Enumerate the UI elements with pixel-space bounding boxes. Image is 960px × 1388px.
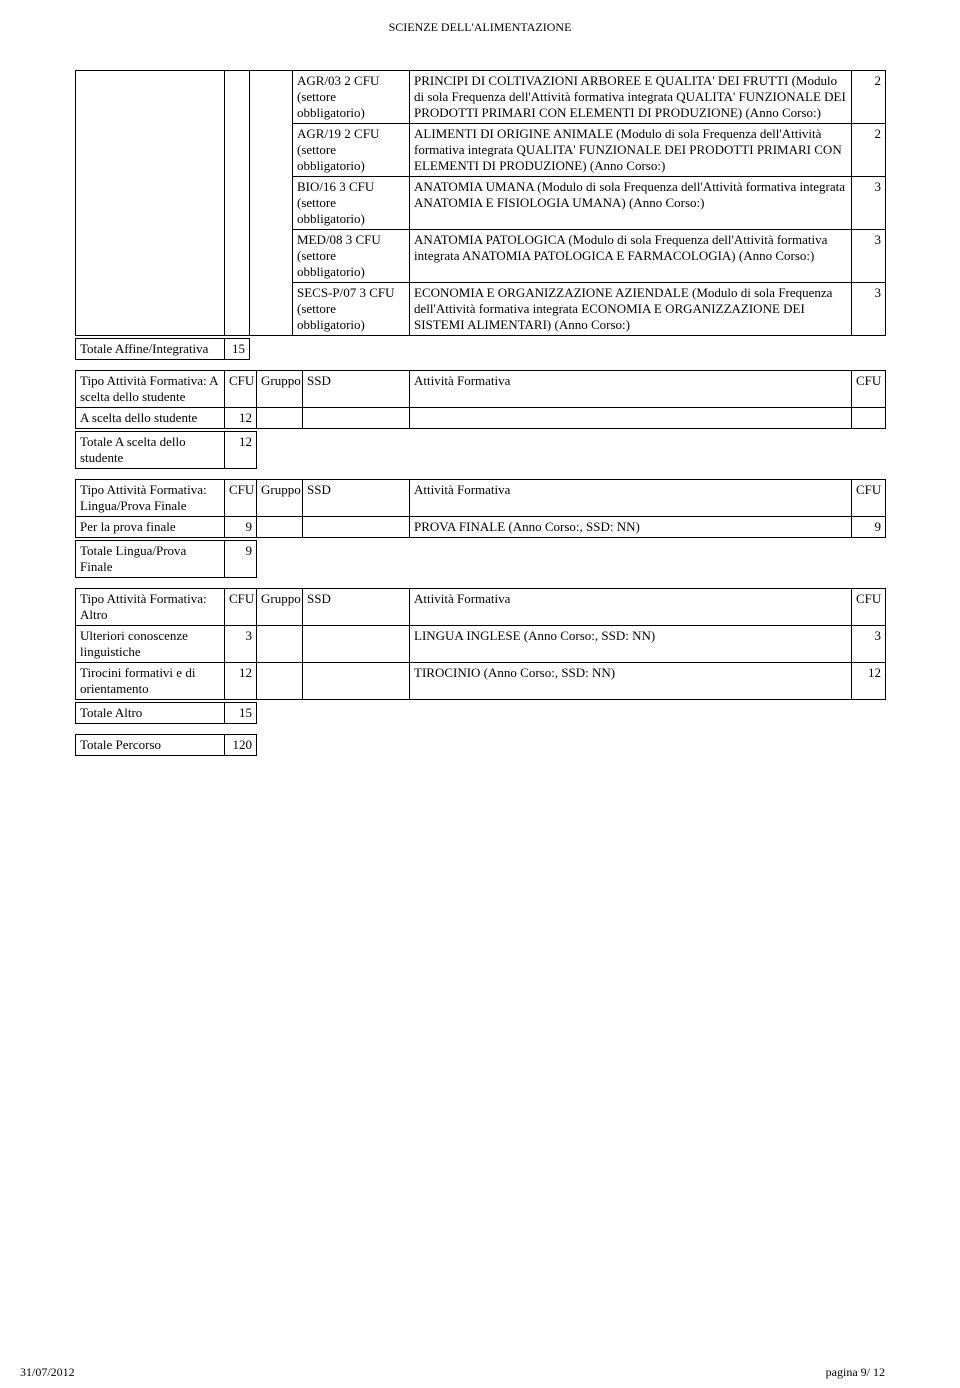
ssd-header: SSD	[303, 371, 410, 408]
table-row: Per la prova finale 9 PROVA FINALE (Anno…	[76, 517, 886, 538]
cfu2-cell: 3	[852, 626, 886, 663]
cfu-cell: 12	[225, 663, 257, 700]
footer-date: 31/07/2012	[20, 1365, 75, 1379]
ssd-cell: SECS-P/07 3 CFU (settore obbligatorio)	[293, 283, 410, 336]
cfu2-cell: 12	[852, 663, 886, 700]
scelta-total-row: Totale A scelta dello studente 12	[75, 431, 257, 469]
table-row: AGR/03 2 CFU (settore obbligatorio) PRIN…	[76, 71, 886, 124]
cfu-cell: 12	[225, 408, 257, 429]
cfu-header: CFU	[225, 589, 257, 626]
table-row: A scelta dello studente 12	[76, 408, 886, 429]
attivita-header: Attività Formativa	[410, 589, 852, 626]
gruppo-header: Gruppo	[257, 371, 303, 408]
altro-table: Tipo Attività Formativa: Altro CFU Grupp…	[75, 588, 886, 700]
ssd-cell: AGR/03 2 CFU (settore obbligatorio)	[293, 71, 410, 124]
main-total-row: Totale Affine/Integrativa 15	[75, 338, 250, 360]
cfu-cell: 3	[852, 283, 886, 336]
cfu-cell: 9	[225, 517, 257, 538]
row-label: Tirocini formativi e di orientamento	[76, 663, 225, 700]
total-label: Totale A scelta dello studente	[76, 432, 225, 469]
totale-percorso-row: Totale Percorso 120	[75, 734, 257, 756]
cfu-cell: 2	[852, 124, 886, 177]
attivita-cell: ECONOMIA E ORGANIZZAZIONE AZIENDALE (Mod…	[410, 283, 852, 336]
attivita-cell: ANATOMIA PATOLOGICA (Modulo di sola Freq…	[410, 230, 852, 283]
cfu-cell: 2	[852, 71, 886, 124]
attivita-cell: LINGUA INGLESE (Anno Corso:, SSD: NN)	[410, 626, 852, 663]
lingua-total-row: Totale Lingua/Prova Finale 9	[75, 540, 257, 578]
ssd-header: SSD	[303, 589, 410, 626]
cfu2-cell: 9	[852, 517, 886, 538]
attivita-header: Attività Formativa	[410, 480, 852, 517]
table-row: Ulteriori conoscenze linguistiche 3 LING…	[76, 626, 886, 663]
cfu-header: CFU	[225, 480, 257, 517]
ssd-cell: BIO/16 3 CFU (settore obbligatorio)	[293, 177, 410, 230]
altro-total-row: Totale Altro 15	[75, 702, 257, 724]
page-footer: 31/07/2012 pagina 9/ 12	[20, 1365, 885, 1380]
row-label: A scelta dello studente	[76, 408, 225, 429]
total-cfu: 120	[225, 735, 257, 756]
ssd-cell: MED/08 3 CFU (settore obbligatorio)	[293, 230, 410, 283]
total-cfu: 15	[225, 703, 257, 724]
cfu2-header: CFU	[852, 589, 886, 626]
ssd-header: SSD	[303, 480, 410, 517]
attivita-cell: PROVA FINALE (Anno Corso:, SSD: NN)	[410, 517, 852, 538]
cfu2-header: CFU	[852, 371, 886, 408]
row-label: Ulteriori conoscenze linguistiche	[76, 626, 225, 663]
attivita-cell: ALIMENTI DI ORIGINE ANIMALE (Modulo di s…	[410, 124, 852, 177]
type-header: Tipo Attività Formativa: Lingua/Prova Fi…	[76, 480, 225, 517]
total-label: Totale Percorso	[76, 735, 225, 756]
type-header: Tipo Attività Formativa: Altro	[76, 589, 225, 626]
lingua-table: Tipo Attività Formativa: Lingua/Prova Fi…	[75, 479, 886, 538]
ssd-cell: AGR/19 2 CFU (settore obbligatorio)	[293, 124, 410, 177]
scelta-table: Tipo Attività Formativa: A scelta dello …	[75, 370, 886, 429]
main-table: AGR/03 2 CFU (settore obbligatorio) PRIN…	[75, 70, 886, 336]
row-label: Per la prova finale	[76, 517, 225, 538]
total-cfu: 15	[225, 339, 250, 360]
table-header-row: Tipo Attività Formativa: Lingua/Prova Fi…	[76, 480, 886, 517]
total-label: Totale Affine/Integrativa	[76, 339, 225, 360]
footer-page: pagina 9/ 12	[826, 1365, 885, 1380]
total-label: Totale Altro	[76, 703, 225, 724]
total-cfu: 12	[225, 432, 257, 469]
cfu-header: CFU	[225, 371, 257, 408]
attivita-cell: TIROCINIO (Anno Corso:, SSD: NN)	[410, 663, 852, 700]
table-row: Tirocini formativi e di orientamento 12 …	[76, 663, 886, 700]
attivita-header: Attività Formativa	[410, 371, 852, 408]
document-header: SCIENZE DELL'ALIMENTAZIONE	[75, 20, 885, 35]
attivita-cell: ANATOMIA UMANA (Modulo di sola Frequenza…	[410, 177, 852, 230]
attivita-cell: PRINCIPI DI COLTIVAZIONI ARBOREE E QUALI…	[410, 71, 852, 124]
cfu-cell: 3	[852, 177, 886, 230]
table-header-row: Tipo Attività Formativa: A scelta dello …	[76, 371, 886, 408]
total-cfu: 9	[225, 541, 257, 578]
gruppo-header: Gruppo	[257, 480, 303, 517]
cfu-cell: 3	[225, 626, 257, 663]
gruppo-header: Gruppo	[257, 589, 303, 626]
total-label: Totale Lingua/Prova Finale	[76, 541, 225, 578]
type-header: Tipo Attività Formativa: A scelta dello …	[76, 371, 225, 408]
cfu-cell: 3	[852, 230, 886, 283]
table-header-row: Tipo Attività Formativa: Altro CFU Grupp…	[76, 589, 886, 626]
cfu2-header: CFU	[852, 480, 886, 517]
